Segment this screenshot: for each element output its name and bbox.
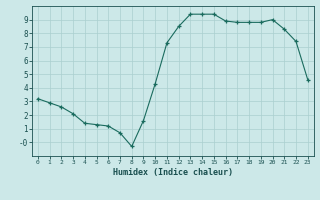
X-axis label: Humidex (Indice chaleur): Humidex (Indice chaleur)	[113, 168, 233, 177]
